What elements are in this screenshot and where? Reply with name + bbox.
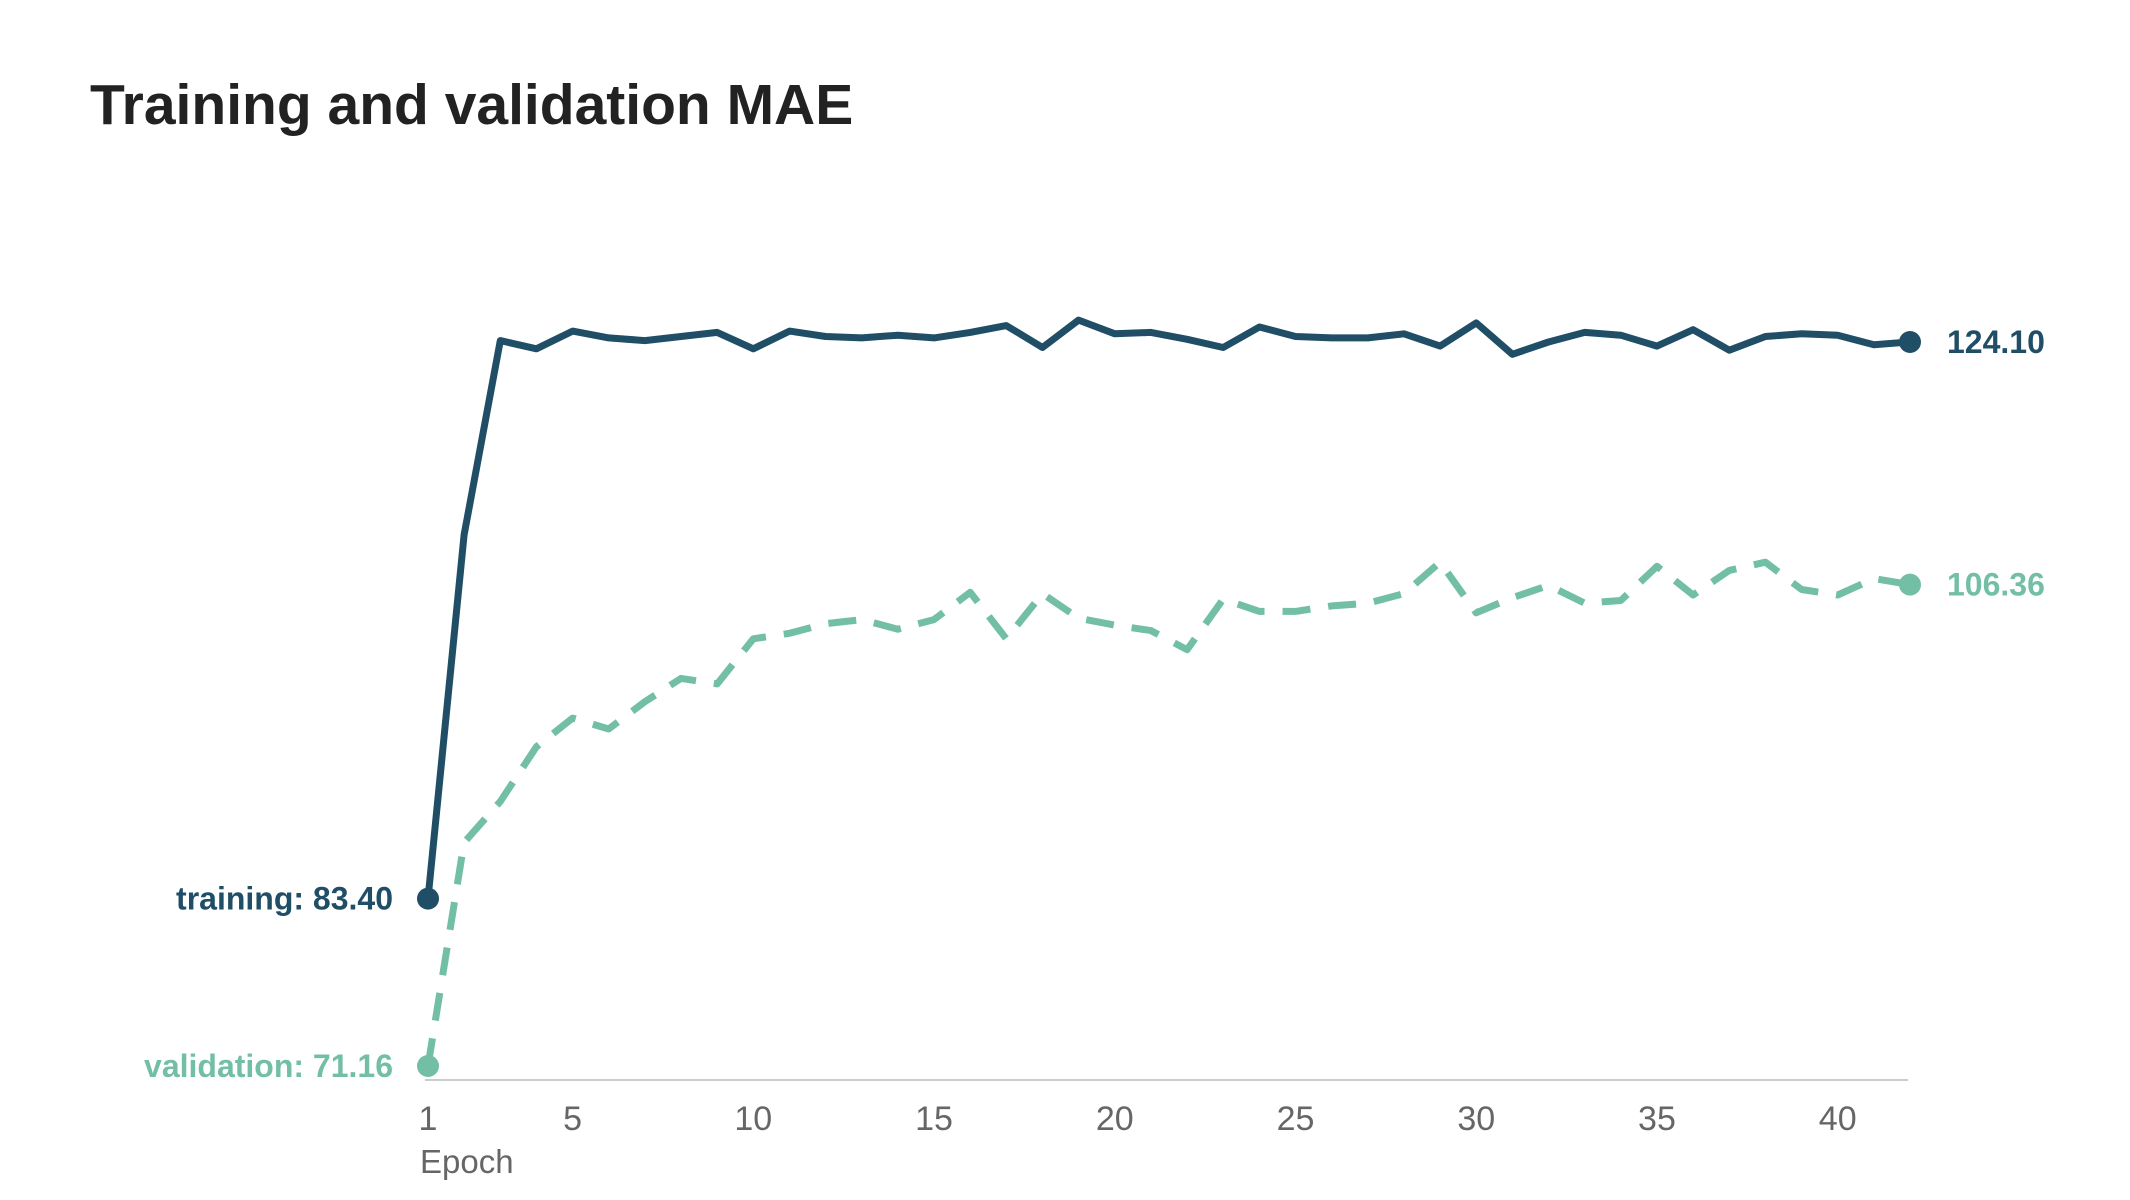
x-tick-label-35: 35 [1638,1100,1676,1138]
series-line-training [424,316,1911,899]
x-tick-label-1: 1 [419,1100,438,1138]
x-tick-label-10: 10 [734,1100,772,1138]
series-layer: training: 83.40 124.10 validation: 71.16 10… [144,316,2045,1084]
end-label-training: 124.10 [1947,324,2045,360]
series-line-validation [424,558,1911,1067]
x-tick-label-5: 5 [563,1100,582,1138]
end-label-validation: 106.36 [1947,567,2045,603]
end-point-validation [1899,573,1921,596]
x-tick-label-40: 40 [1819,1100,1857,1138]
start-label-training: training: 83.40 [176,881,393,917]
end-point-training [1899,331,1921,353]
x-axis-ticks: 1 5 10 15 20 25 30 35 40 [419,1100,1857,1138]
x-tick-label-30: 30 [1457,1100,1495,1138]
x-tick-label-20: 20 [1096,1100,1134,1138]
x-axis-title: Epoch [420,1143,514,1180]
start-point-validation [417,1055,439,1077]
start-label-validation: validation: 71.16 [144,1048,393,1084]
x-tick-label-15: 15 [915,1100,953,1138]
x-tick-label-25: 25 [1277,1100,1315,1138]
start-point-training [417,887,439,910]
chart-title: Training and validation MAE [90,73,854,137]
